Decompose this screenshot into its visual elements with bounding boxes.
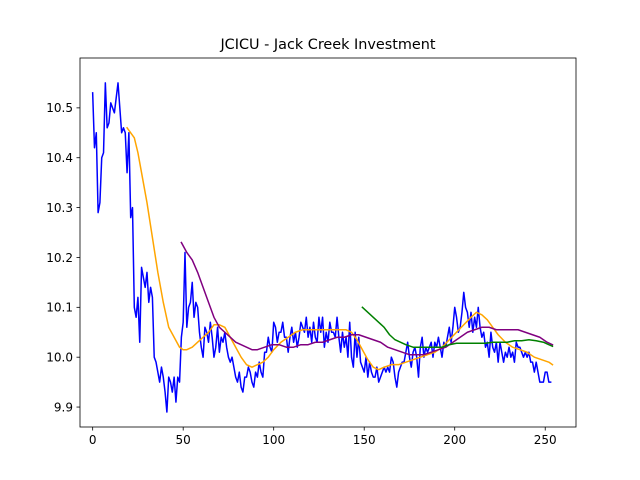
series-layer <box>91 82 554 413</box>
x-tick-label: 150 <box>353 433 376 447</box>
x-tick-label: 100 <box>262 433 285 447</box>
y-tick-label: 10.5 <box>46 101 73 115</box>
series-line-3 <box>180 241 554 356</box>
x-tick-label: 250 <box>534 433 557 447</box>
x-tick-label: 0 <box>89 433 97 447</box>
y-tick-label: 10.0 <box>46 350 73 364</box>
y-tick-label: 9.9 <box>54 400 73 414</box>
y-tick-label: 10.1 <box>46 301 73 315</box>
y-tick-label: 10.4 <box>46 151 73 165</box>
plot-frame <box>79 57 577 428</box>
chart-title: JCICU - Jack Creek Investment <box>219 37 435 53</box>
series-line-4 <box>361 306 554 348</box>
y-tick-label: 10.2 <box>46 251 73 265</box>
y-tick-label: 10.3 <box>46 201 73 215</box>
axes-layer: 0 50 100 150 200 250 9.9 10.0 10.1 10.2 10.3 10.4 10… <box>46 57 577 447</box>
series-line-1 <box>91 82 552 413</box>
x-tick-label: 200 <box>443 433 466 447</box>
series-line-2 <box>126 126 554 371</box>
x-tick-label: 50 <box>176 433 191 447</box>
